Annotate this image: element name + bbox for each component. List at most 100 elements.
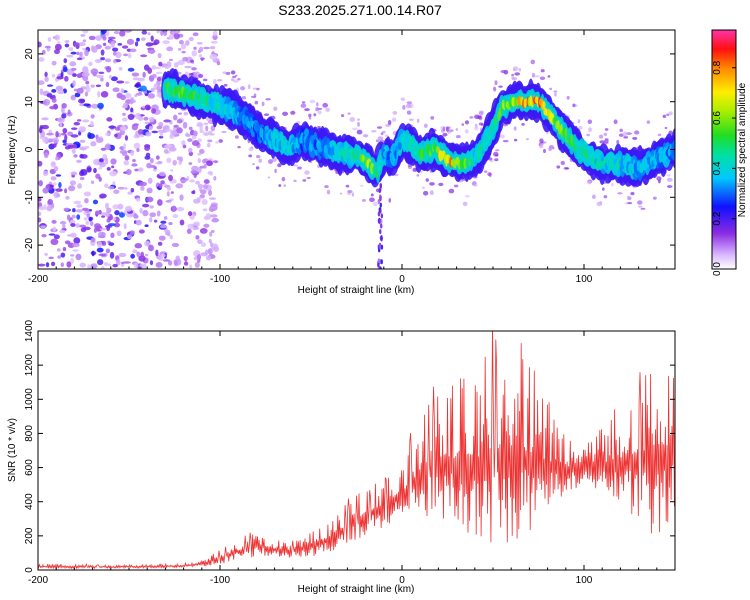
noise-speckle	[51, 97, 57, 103]
noise-speckle	[177, 59, 185, 66]
noise-speckle	[378, 188, 381, 194]
ridge-cell	[310, 137, 315, 145]
snr-series-line	[38, 331, 675, 570]
noise-speckle	[135, 112, 141, 120]
noise-speckle	[118, 66, 123, 71]
noise-speckle	[177, 47, 182, 51]
noise-speckle	[93, 167, 97, 174]
noise-speckle	[283, 184, 287, 187]
noise-speckle	[347, 112, 351, 115]
noise-speckle	[416, 118, 420, 123]
noise-speckle	[577, 119, 581, 124]
noise-speckle	[304, 170, 310, 175]
noise-speckle	[135, 219, 142, 226]
noise-speckle	[93, 227, 97, 233]
noise-speckle	[171, 242, 180, 248]
noise-speckle	[97, 241, 103, 248]
noise-speckle	[51, 261, 56, 267]
noise-speckle	[69, 61, 77, 67]
noise-speckle	[184, 65, 192, 69]
noise-speckle	[144, 104, 151, 111]
colorbar: 0.0 0.2 0.4 0.6 0.8 Normalized spectral ampl…	[711, 29, 748, 276]
noise-speckle	[114, 210, 120, 216]
noise-speckle	[145, 42, 154, 47]
noise-speckle	[218, 139, 223, 143]
noise-speckle	[59, 229, 66, 234]
noise-speckle	[188, 36, 194, 42]
noise-speckle	[387, 119, 392, 125]
noise-speckle	[73, 200, 82, 205]
noise-speckle	[666, 174, 671, 177]
noise-speckle	[402, 104, 406, 110]
noise-speckle	[188, 162, 193, 165]
noise-speckle	[125, 92, 132, 99]
noise-speckle	[197, 73, 204, 78]
noise-speckle	[464, 120, 470, 125]
noise-speckle	[72, 249, 79, 252]
spectrogram-x-ticks: -200 -100 0 100	[28, 30, 676, 285]
noise-speckle	[199, 125, 203, 132]
noise-speckle	[78, 98, 85, 104]
noise-speckle	[193, 46, 197, 50]
noise-speckle	[127, 67, 135, 72]
noise-speckle	[164, 65, 170, 70]
noise-speckle	[442, 126, 446, 132]
noise-speckle	[85, 220, 90, 226]
noise-speckle	[604, 138, 609, 144]
noise-speckle	[531, 73, 536, 78]
noise-speckle	[147, 93, 156, 99]
noise-speckle	[134, 41, 139, 47]
noise-speckle	[186, 228, 192, 234]
noise-speckle	[339, 192, 343, 195]
noise-speckle	[138, 255, 146, 262]
noise-speckle	[187, 223, 194, 230]
noise-speckle	[85, 84, 90, 89]
noise-speckle	[163, 30, 168, 37]
noise-speckle	[163, 216, 168, 220]
noise-speckle	[203, 132, 210, 136]
noise-speckle	[73, 144, 78, 149]
noise-speckle	[121, 151, 128, 157]
noise-speckle	[199, 165, 205, 169]
noise-speckle	[200, 242, 207, 248]
noise-speckle	[51, 60, 57, 66]
noise-speckle	[494, 158, 499, 162]
noise-speckle	[191, 67, 197, 71]
noise-speckle	[483, 170, 488, 173]
noise-speckle	[170, 169, 174, 172]
y-tick-label: 0	[24, 567, 35, 573]
noise-speckle	[134, 243, 143, 249]
noise-speckle	[406, 110, 412, 115]
noise-speckle	[96, 247, 104, 253]
noise-speckle	[101, 240, 107, 247]
noise-speckle	[379, 195, 382, 201]
noise-speckle	[586, 133, 591, 137]
y-tick-label: 10	[24, 96, 35, 108]
noise-speckle	[76, 214, 81, 220]
noise-speckle	[352, 127, 358, 131]
chart-title: S233.2025.271.00.14.R07	[278, 2, 442, 18]
noise-speckle	[124, 135, 129, 141]
noise-speckle	[85, 80, 90, 85]
noise-speckle	[406, 101, 413, 105]
noise-speckle	[38, 41, 42, 48]
noise-speckle	[82, 47, 86, 51]
noise-speckle	[165, 199, 172, 203]
noise-speckle	[209, 53, 218, 60]
noise-speckle	[136, 37, 140, 42]
noise-speckle	[315, 107, 319, 112]
noise-speckle	[142, 71, 146, 78]
ridge-cell	[394, 149, 397, 160]
noise-speckle	[198, 54, 203, 58]
noise-speckle	[221, 130, 227, 134]
noise-speckle	[114, 31, 120, 34]
noise-speckle	[76, 51, 80, 56]
noise-speckle	[133, 142, 141, 150]
noise-speckle	[400, 97, 406, 101]
noise-speckle	[666, 185, 673, 188]
noise-speckle	[195, 180, 201, 185]
noise-speckle	[199, 130, 205, 133]
noise-speckle	[147, 67, 153, 74]
noise-speckle	[73, 42, 80, 47]
noise-speckle	[173, 33, 180, 40]
